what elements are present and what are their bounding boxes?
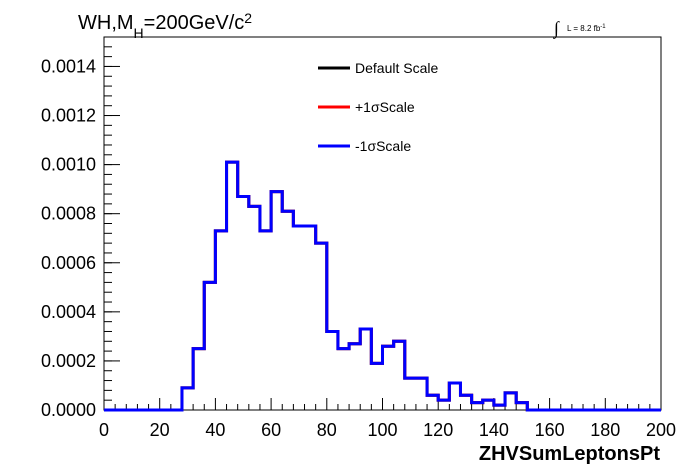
y-tick-label: 0.0014 — [41, 56, 96, 76]
chart-title: WH,MH=200GeV/c2 — [78, 10, 252, 41]
chart-title-superscript: 2 — [244, 10, 252, 26]
series-layer — [104, 160, 661, 412]
x-tick-label: 180 — [590, 420, 620, 440]
x-axis-label: ZHVSumLeptonsPt — [479, 443, 660, 465]
x-tick-label: 80 — [317, 420, 337, 440]
legend-entry-label: Default Scale — [355, 60, 438, 76]
lumi-label: L = 8.2 fb-1 — [567, 24, 606, 33]
y-tick-label: 0.0004 — [41, 302, 96, 322]
x-tick-label: 160 — [535, 420, 565, 440]
y-tick-label: 0.0012 — [41, 106, 96, 126]
chart-title-rest: =200GeV/c — [144, 12, 245, 34]
series-line-default-scale — [104, 160, 661, 412]
legend-entry-label: +1σScale — [355, 99, 415, 115]
chart-title-main: WH,M — [78, 12, 134, 34]
x-tick-label: 120 — [423, 420, 453, 440]
y-tick-label: 0.0010 — [41, 155, 96, 175]
y-tick-label: 0.0002 — [41, 351, 96, 371]
lumi-text: L = 8.2 fb — [567, 24, 601, 33]
x-tick-label: 60 — [261, 420, 281, 440]
lumi-integral-sign: ∫ — [553, 18, 560, 39]
series-line--1-scale — [104, 160, 661, 412]
y-tick-label: 0.0000 — [41, 400, 96, 420]
y-tick-label: 0.0006 — [41, 253, 96, 273]
x-tick-label: 140 — [479, 420, 509, 440]
y-tick-label: 0.0008 — [41, 204, 96, 224]
lumi-superscript: -1 — [600, 24, 606, 30]
legend-entry-label: -1σScale — [355, 138, 411, 154]
x-tick-label: 20 — [150, 420, 170, 440]
x-tick-label: 200 — [646, 420, 676, 440]
axes: 0 20 40 60 80 100 120 140 160 180 200 0.0000 0.0002 0… — [41, 46, 676, 440]
x-tick-label: 0 — [99, 420, 109, 440]
chart-title-subscript: H — [134, 25, 144, 41]
legend: Default Scale +1σScale -1σScale — [318, 60, 438, 154]
x-tick-label: 100 — [367, 420, 397, 440]
x-tick-label: 40 — [205, 420, 225, 440]
series-line--1-scale — [104, 160, 661, 412]
